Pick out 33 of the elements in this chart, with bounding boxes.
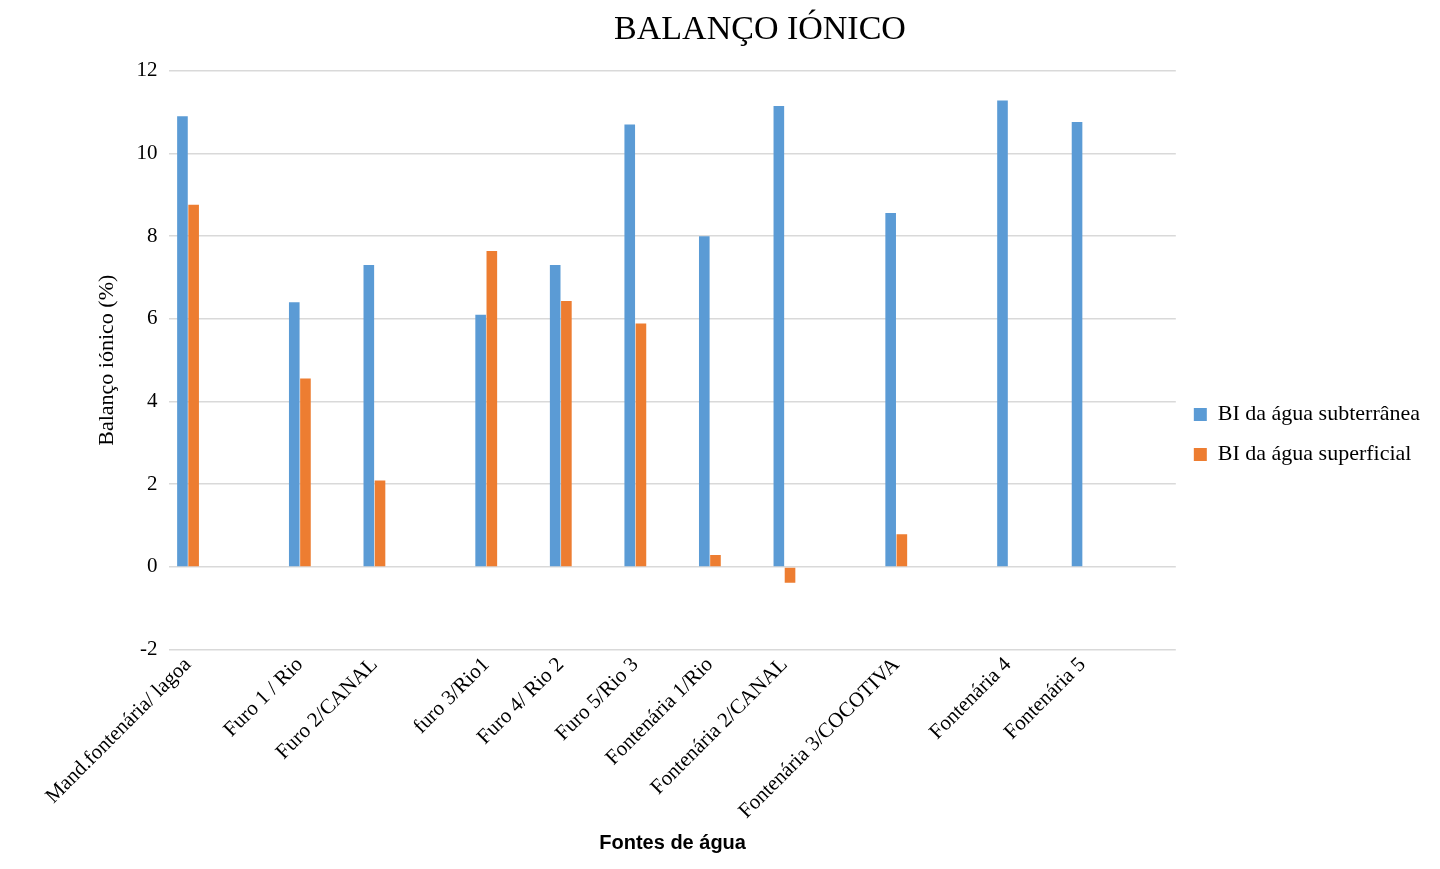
bar bbox=[698, 236, 710, 567]
bar bbox=[997, 100, 1008, 567]
bar bbox=[475, 314, 486, 567]
y-tick-label: -2 bbox=[139, 636, 158, 661]
bar bbox=[288, 302, 300, 567]
legend-label: BI da água superficial bbox=[1217, 440, 1412, 466]
bar bbox=[624, 124, 636, 567]
bar bbox=[374, 480, 386, 567]
y-tick-label: 12 bbox=[136, 57, 158, 82]
y-axis-title: Balanço iónico (%) bbox=[92, 274, 118, 446]
bar bbox=[784, 567, 796, 583]
bar bbox=[300, 378, 311, 567]
y-tick-label: 2 bbox=[146, 470, 158, 495]
chart-title: BALANÇO IÓNICO bbox=[614, 9, 906, 47]
y-tick-label: 0 bbox=[146, 553, 158, 578]
y-tick-label: 4 bbox=[146, 388, 158, 413]
bar bbox=[363, 265, 375, 567]
bar bbox=[1071, 122, 1083, 567]
y-tick-label: 10 bbox=[136, 140, 158, 164]
legend-label: BI da água subterrânea bbox=[1217, 400, 1421, 426]
bar bbox=[896, 534, 908, 567]
y-tick-label: 6 bbox=[146, 305, 158, 330]
x-axis-title: Fontes de água bbox=[599, 830, 747, 853]
bar bbox=[549, 265, 561, 567]
y-tick-label: 8 bbox=[146, 222, 158, 247]
bar bbox=[885, 213, 896, 567]
bar bbox=[710, 554, 721, 567]
bar bbox=[486, 251, 498, 567]
bar bbox=[561, 301, 572, 567]
bar bbox=[635, 323, 647, 567]
bar bbox=[177, 116, 188, 567]
bar bbox=[773, 105, 785, 567]
bar bbox=[188, 204, 199, 567]
